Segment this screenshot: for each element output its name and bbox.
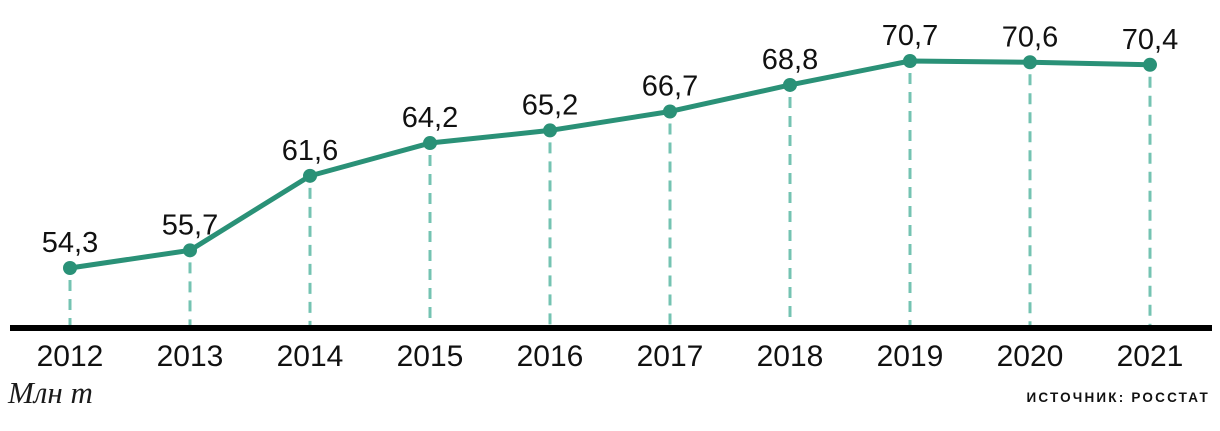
value-label-2012: 54,3 bbox=[42, 227, 98, 259]
data-point-2012 bbox=[63, 261, 77, 275]
data-line bbox=[67, 58, 1153, 271]
value-label-2020: 70,6 bbox=[1002, 21, 1058, 53]
data-point-2013 bbox=[183, 243, 197, 258]
x-tick-2013: 2013 bbox=[157, 340, 224, 373]
value-label-2019: 70,7 bbox=[882, 20, 938, 52]
data-point-2020 bbox=[1023, 55, 1037, 70]
x-tick-2014: 2014 bbox=[277, 340, 344, 373]
x-tick-2019: 2019 bbox=[877, 340, 944, 373]
value-label-2017: 66,7 bbox=[642, 70, 698, 102]
value-label-2018: 68,8 bbox=[762, 44, 818, 76]
x-tick-2018: 2018 bbox=[757, 340, 824, 373]
line-chart: 54,3 2012 55,7 2013 61,6 2014 64,2 2015 65,2 2016… bbox=[10, 20, 1212, 373]
data-point-2016 bbox=[543, 123, 557, 138]
x-tick-2020: 2020 bbox=[997, 340, 1064, 373]
x-tick-2015: 2015 bbox=[397, 340, 464, 373]
value-label-2021: 70,4 bbox=[1122, 24, 1178, 56]
data-point-2021 bbox=[1143, 57, 1157, 72]
x-tick-2017: 2017 bbox=[637, 340, 704, 373]
x-tick-2012: 2012 bbox=[37, 340, 104, 373]
value-label-2016: 65,2 bbox=[522, 89, 578, 121]
data-point-2017 bbox=[663, 104, 677, 119]
source-label: ИСТОЧНИК: РОССТАТ bbox=[1026, 390, 1210, 405]
y-axis-unit-label: Млн т bbox=[8, 375, 93, 410]
value-label-2014: 61,6 bbox=[282, 135, 338, 167]
value-label-2015: 64,2 bbox=[402, 102, 458, 134]
x-tick-2021: 2021 bbox=[1117, 340, 1184, 373]
value-label-2013: 55,7 bbox=[162, 209, 218, 241]
data-point-2019 bbox=[903, 54, 917, 68]
data-point-2018 bbox=[783, 77, 797, 92]
data-point-2015 bbox=[423, 136, 437, 151]
x-tick-2016: 2016 bbox=[517, 340, 584, 373]
data-point-2014 bbox=[303, 168, 317, 183]
